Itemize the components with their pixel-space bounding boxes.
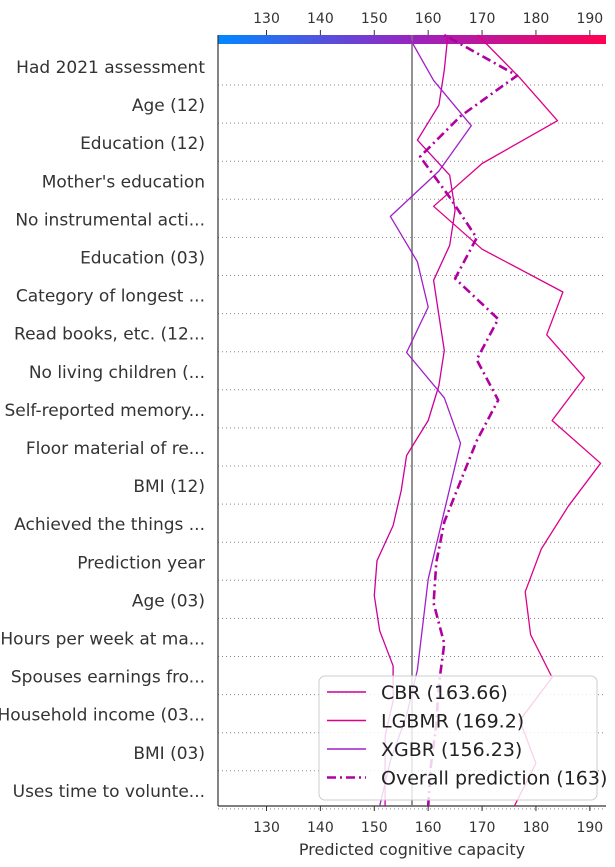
- row-gridlines: [218, 84, 606, 810]
- feature-label: Read books, etc. (12...: [14, 325, 205, 345]
- legend: CBR (163.66) LGBMR (169.2) XGBR (156.23) Ov…: [318, 675, 607, 801]
- feature-label: No living children (...: [29, 363, 205, 383]
- feature-label: Education (12): [80, 134, 205, 154]
- legend-label: CBR (163.66): [381, 682, 508, 704]
- feature-label: No instrumental acti...: [15, 210, 205, 230]
- feature-label: Age (03): [132, 591, 205, 611]
- top-tick-label: 150: [361, 11, 388, 27]
- bottom-tick-label: 180: [523, 820, 550, 836]
- legend-label: Overall prediction (163): [381, 768, 607, 790]
- feature-label: Category of longest ...: [16, 287, 205, 307]
- top-tick-label: 130: [253, 11, 280, 27]
- bottom-tick-label: 130: [253, 820, 280, 836]
- feature-label: Hours per week at ma...: [0, 630, 205, 650]
- bottom-tick-label: 160: [415, 820, 442, 836]
- feature-label: Prediction year: [77, 553, 205, 573]
- top-tick-label: 140: [307, 11, 334, 27]
- series-line-3: [418, 33, 519, 807]
- feature-labels: Had 2021 assessment Age (12) Education (12…: [0, 58, 205, 802]
- legend-label: XGBR (156.23): [381, 739, 522, 761]
- feature-label: BMI (03): [133, 744, 205, 764]
- bottom-tick-label: 150: [361, 820, 388, 836]
- feature-label: Mother's education: [42, 172, 205, 192]
- legend-label: LGBMR (169.2): [381, 711, 524, 733]
- feature-label: Floor material of re...: [26, 439, 205, 459]
- top-tick-label: 190: [576, 11, 603, 27]
- feature-label: Self-reported memory...: [4, 401, 205, 421]
- feature-label: Household income (03...: [0, 706, 205, 726]
- feature-label: Age (12): [132, 96, 205, 116]
- legend-box: [318, 675, 598, 801]
- feature-label: Achieved the things ...: [14, 515, 205, 535]
- top-tick-label: 170: [469, 11, 496, 27]
- axis-ticks: 130 130 140 140 150 150 160 160 170 170 180 180 190 1…: [253, 11, 603, 836]
- bottom-tick-label: 140: [307, 820, 334, 836]
- feature-label: Had 2021 assessment: [16, 58, 205, 78]
- feature-label: Spouses earnings fro...: [11, 668, 205, 688]
- bottom-tick-label: 170: [469, 820, 496, 836]
- top-tick-label: 160: [415, 11, 442, 27]
- feature-label: BMI (12): [133, 477, 205, 497]
- feature-label: Uses time to volunte...: [13, 782, 205, 802]
- top-tick-label: 180: [523, 11, 550, 27]
- bottom-tick-label: 190: [576, 820, 603, 836]
- feature-label: Education (03): [80, 249, 205, 269]
- x-axis-label: Predicted cognitive capacity: [299, 840, 525, 859]
